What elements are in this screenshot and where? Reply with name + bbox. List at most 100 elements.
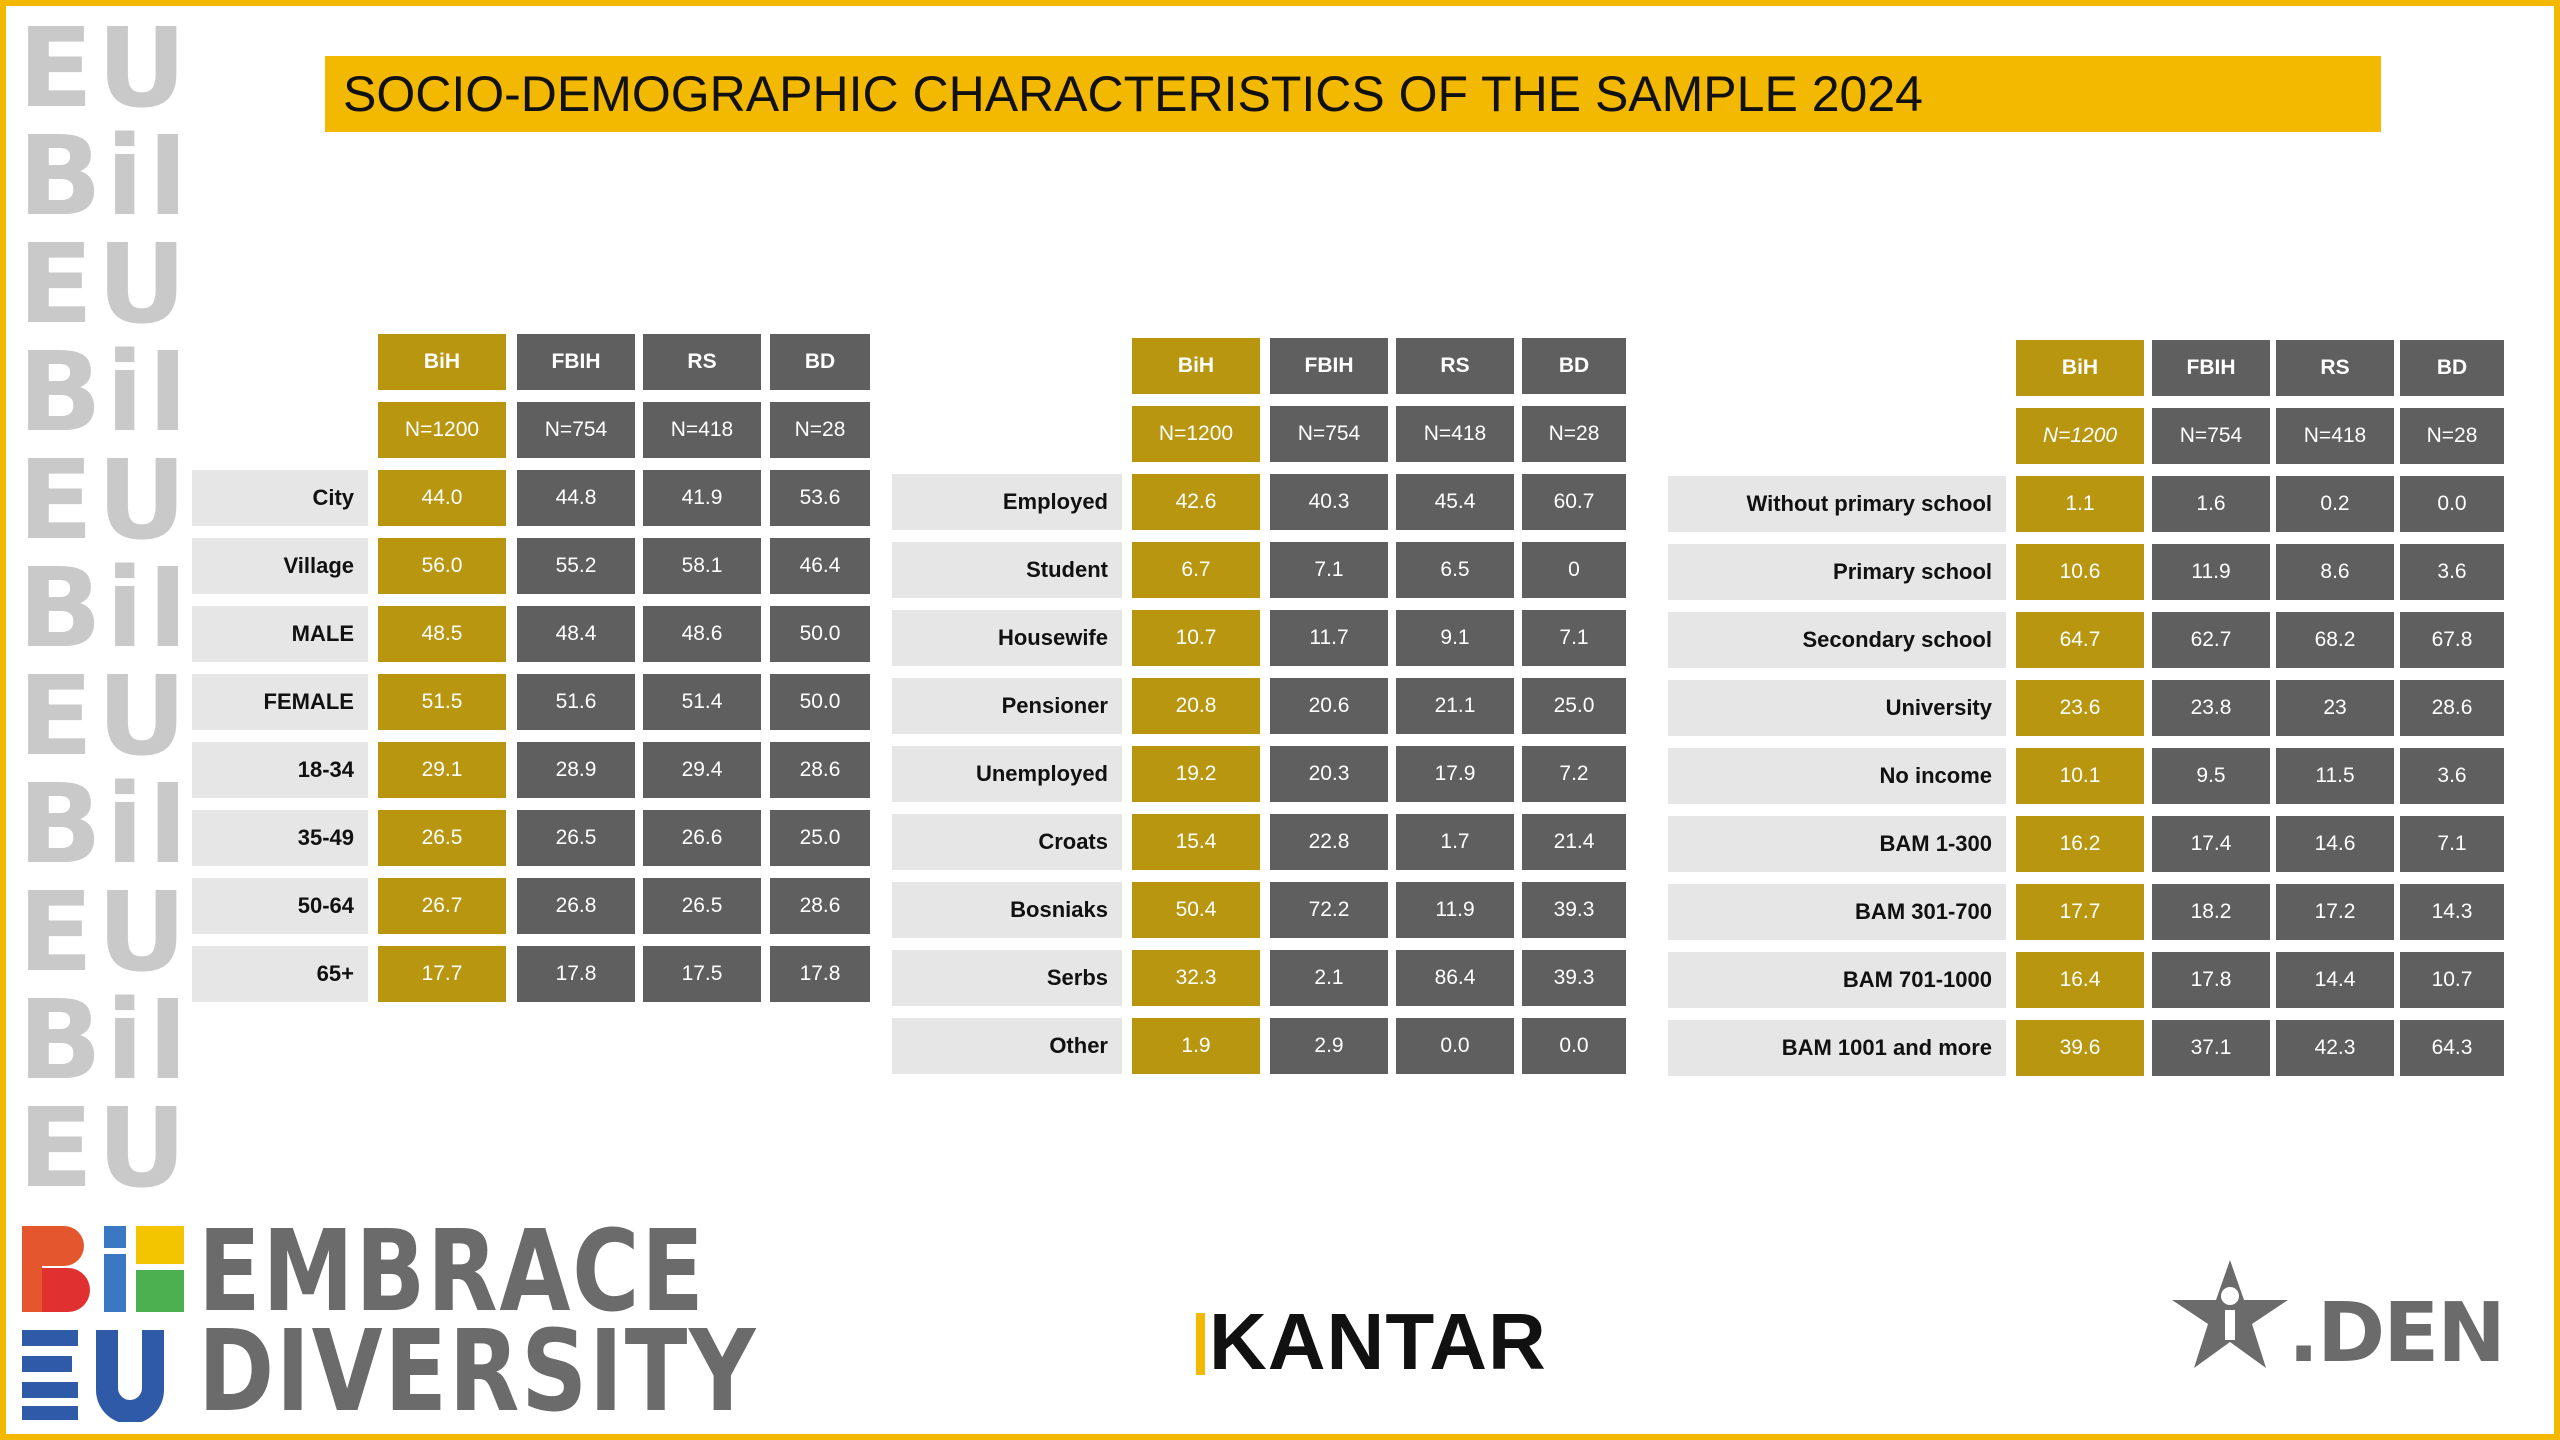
table-cell: 10.6 <box>2016 544 2144 600</box>
table-cell: 67.8 <box>2400 612 2504 668</box>
table-cell: 48.5 <box>378 606 506 662</box>
watermark-glyph: EU <box>18 14 178 132</box>
sample-size-cell: N=1200 <box>378 402 506 458</box>
column-header: RS <box>1396 338 1514 394</box>
table-cell: 68.2 <box>2276 612 2394 668</box>
table-cell: 2.1 <box>1270 950 1388 1006</box>
row-label: 50-64 <box>192 878 368 934</box>
table-cell: 17.7 <box>378 946 506 1002</box>
sample-size-cell: N=418 <box>1396 406 1514 462</box>
table-cell: 28.9 <box>517 742 635 798</box>
table-cell: 26.5 <box>378 810 506 866</box>
column-header: BiH <box>1132 338 1260 394</box>
sample-size-cell: N=418 <box>643 402 761 458</box>
row-label: Pensioner <box>892 678 1122 734</box>
table-cell: 48.6 <box>643 606 761 662</box>
watermark-glyph-text: EU <box>18 220 178 348</box>
table-cell: 11.9 <box>2152 544 2270 600</box>
row-label: Primary school <box>1668 544 2006 600</box>
page-title: SOCIO-DEMOGRAPHIC CHARACTERISTICS OF THE… <box>343 66 1923 122</box>
watermark-glyph-text: EU <box>18 868 178 996</box>
table-cell: 53.6 <box>770 470 870 526</box>
watermark-glyph: EU <box>18 220 178 348</box>
table-cell: 0.0 <box>2400 476 2504 532</box>
table-cell: 62.7 <box>2152 612 2270 668</box>
table-cell: 20.3 <box>1270 746 1388 802</box>
title-bar: SOCIO-DEMOGRAPHIC CHARACTERISTICS OF THE… <box>325 56 2381 132</box>
table-cell: 39.6 <box>2016 1020 2144 1076</box>
table-cell: 16.2 <box>2016 816 2144 872</box>
table-cell: 17.8 <box>2152 952 2270 1008</box>
watermark-glyph-text: BiH <box>18 328 178 456</box>
table-cell: 11.7 <box>1270 610 1388 666</box>
table-cell: 1.6 <box>2152 476 2270 532</box>
watermark-glyph-text: BiH <box>18 760 178 888</box>
column-header: RS <box>2276 340 2394 396</box>
table-cell: 14.4 <box>2276 952 2394 1008</box>
table-cell: 39.3 <box>1522 950 1626 1006</box>
watermark-glyph: BiH <box>18 760 178 888</box>
diversity-line: DIVERSITY <box>198 1307 758 1437</box>
table-cell: 0.0 <box>1396 1018 1514 1074</box>
watermark-glyph-text: EU <box>18 652 178 780</box>
table-cell: 41.9 <box>643 470 761 526</box>
row-label: Housewife <box>892 610 1122 666</box>
table-cell: 25.0 <box>770 810 870 866</box>
table-cell: 0.2 <box>2276 476 2394 532</box>
column-header: FBIH <box>2152 340 2270 396</box>
table-cell: 17.8 <box>770 946 870 1002</box>
table-cell: 29.1 <box>378 742 506 798</box>
table-cell: 7.1 <box>1270 542 1388 598</box>
kantar-wordmark: KANTAR <box>1209 1297 1547 1386</box>
table-cell: 50.0 <box>770 606 870 662</box>
table-cell: 2.9 <box>1270 1018 1388 1074</box>
watermark-glyph-text: BiH <box>18 544 178 672</box>
table-cell: 17.8 <box>517 946 635 1002</box>
table-cell: 16.4 <box>2016 952 2144 1008</box>
table-cell: 1.7 <box>1396 814 1514 870</box>
watermark-glyph: EU <box>18 1093 178 1203</box>
table-cell: 7.2 <box>1522 746 1626 802</box>
table-cell: 11.5 <box>2276 748 2394 804</box>
row-label: Serbs <box>892 950 1122 1006</box>
embrace-diversity-logo: EMBRACE DIVERSITY <box>20 1216 756 1432</box>
row-label: University <box>1668 680 2006 736</box>
table-cell: 10.1 <box>2016 748 2144 804</box>
row-label: FEMALE <box>192 674 368 730</box>
watermark-glyph: EU <box>18 652 178 780</box>
watermark-glyph: EU <box>18 868 178 996</box>
row-label: 35-49 <box>192 810 368 866</box>
row-label: Unemployed <box>892 746 1122 802</box>
table-cell: 0 <box>1522 542 1626 598</box>
watermark-glyph-text: EU <box>18 14 178 132</box>
star-person-icon <box>2172 1260 2288 1368</box>
row-label: BAM 701-1000 <box>1668 952 2006 1008</box>
sample-size-cell: N=1200 <box>2016 408 2144 464</box>
table-cell: 8.6 <box>2276 544 2394 600</box>
column-header: FBIH <box>1270 338 1388 394</box>
table-cell: 26.6 <box>643 810 761 866</box>
table-cell: 22.8 <box>1270 814 1388 870</box>
table-cell: 26.5 <box>643 878 761 934</box>
den-logo: .DEN <box>2170 1252 2506 1382</box>
watermark-column: EUBiHEUBiHEUBiHEUBiHEUBiHEU <box>18 14 178 1204</box>
table-cell: 14.6 <box>2276 816 2394 872</box>
table-cell: 26.7 <box>378 878 506 934</box>
sample-size-cell: N=28 <box>2400 408 2504 464</box>
table-cell: 19.2 <box>1132 746 1260 802</box>
row-label: Croats <box>892 814 1122 870</box>
row-label: BAM 301-700 <box>1668 884 2006 940</box>
row-label: 65+ <box>192 946 368 1002</box>
table-cell: 11.9 <box>1396 882 1514 938</box>
table-cell: 64.7 <box>2016 612 2144 668</box>
table-cell: 32.3 <box>1132 950 1260 1006</box>
table-cell: 55.2 <box>517 538 635 594</box>
table-cell: 45.4 <box>1396 474 1514 530</box>
column-header: RS <box>643 334 761 390</box>
table-cell: 29.4 <box>643 742 761 798</box>
table-cell: 15.4 <box>1132 814 1260 870</box>
table-cell: 28.6 <box>2400 680 2504 736</box>
bih-eu-icon <box>22 1226 184 1422</box>
table-cell: 72.2 <box>1270 882 1388 938</box>
sample-size-cell: N=28 <box>770 402 870 458</box>
